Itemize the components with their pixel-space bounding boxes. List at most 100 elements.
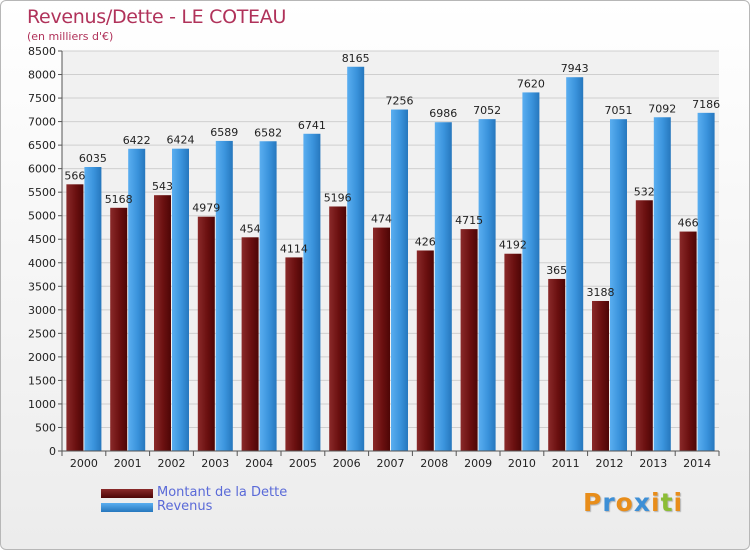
y-tick-label: 3500 [28, 280, 56, 293]
x-tick-label-2014: 2014 [683, 457, 711, 470]
logo-letter: x [633, 488, 651, 517]
bar-dette-2004 [241, 237, 259, 451]
legend-label-revenus: Revenus [157, 499, 213, 514]
data-label-dette-2012: 3188 [587, 286, 615, 299]
logo-letter: t [660, 488, 674, 517]
bar-dette-2014 [679, 231, 697, 451]
logo-letter: i [673, 488, 684, 517]
y-tick-label: 2500 [28, 327, 56, 340]
bar-revenus-2006 [347, 66, 365, 451]
data-label-dette-2001: 5168 [105, 193, 133, 206]
y-tick-label: 5000 [28, 210, 56, 223]
bar-dette-2010 [504, 253, 522, 451]
y-tick-label: 4000 [28, 257, 56, 270]
data-label-dette-2011: 365 [546, 264, 567, 277]
legend-label-dette: Montant de la Dette [157, 485, 288, 500]
bar-dette-2006 [329, 206, 347, 451]
data-label-revenus-2006: 8165 [342, 52, 370, 65]
bar-dette-2007 [373, 227, 390, 451]
y-tick-label: 8000 [28, 69, 56, 82]
data-label-dette-2006: 5196 [324, 191, 352, 204]
data-label-revenus-2009: 7052 [473, 104, 501, 117]
data-label-dette-2005: 4114 [280, 242, 308, 255]
y-tick-label: 5500 [28, 186, 56, 199]
y-tick-label: 8500 [28, 45, 56, 58]
data-label-dette-2000: 566 [64, 169, 85, 182]
data-label-revenus-2000: 6035 [79, 152, 107, 165]
bar-revenus-2007 [391, 109, 408, 452]
x-tick-label-2003: 2003 [201, 457, 229, 470]
data-label-revenus-2005: 6741 [298, 119, 326, 132]
logo-letter: i [651, 488, 661, 517]
data-label-revenus-2001: 6422 [123, 134, 151, 147]
logo-letter: r [602, 488, 616, 517]
logo-letter: P [583, 488, 603, 517]
bar-revenus-2002 [172, 148, 189, 451]
bar-revenus-2012 [610, 119, 627, 451]
chart-title: Revenus/Dette - LE COTEAU [27, 6, 287, 28]
bar-dette-2009 [460, 229, 478, 451]
x-tick-label-2008: 2008 [420, 457, 448, 470]
data-label-revenus-2012: 7051 [605, 104, 633, 117]
data-label-dette-2002: 543 [152, 180, 173, 193]
x-tick-label-2002: 2002 [158, 457, 186, 470]
data-label-revenus-2007: 7256 [386, 95, 414, 108]
bar-dette-2012 [592, 300, 609, 451]
bar-dette-2003 [197, 216, 215, 451]
logo-letter: o [615, 488, 634, 517]
y-tick-label: 6000 [28, 163, 56, 176]
x-tick-label-2000: 2000 [70, 457, 98, 470]
data-label-dette-2009: 4715 [455, 214, 483, 227]
data-label-dette-2014: 466 [678, 217, 699, 230]
x-tick-label-2005: 2005 [289, 457, 317, 470]
data-label-revenus-2003: 6589 [210, 126, 238, 139]
data-label-revenus-2010: 7620 [517, 77, 545, 90]
x-tick-label-2007: 2007 [377, 457, 405, 470]
y-tick-label: 3000 [28, 304, 56, 317]
x-tick-label-2009: 2009 [464, 457, 492, 470]
bar-revenus-2011 [566, 77, 584, 451]
y-tick-label: 1000 [28, 398, 56, 411]
bar-revenus-2000 [84, 167, 102, 451]
y-tick-label: 4500 [28, 233, 56, 246]
bar-dette-2013 [635, 200, 653, 451]
y-tick-label: 500 [35, 421, 56, 434]
data-label-revenus-2004: 6582 [254, 126, 282, 139]
bar-dette-2001 [110, 207, 128, 451]
legend-swatch-revenus [101, 503, 153, 512]
bar-revenus-2010 [522, 92, 540, 451]
chart-subtitle: (en milliers d'€) [27, 30, 114, 43]
data-label-revenus-2011: 7943 [561, 62, 589, 75]
y-tick-label: 1500 [28, 374, 56, 387]
bar-dette-2000 [66, 184, 84, 452]
y-tick-label: 7500 [28, 92, 56, 105]
x-tick-label-2013: 2013 [639, 457, 667, 470]
bar-dette-2005 [285, 257, 303, 451]
y-tick-label: 6500 [28, 139, 56, 152]
bar-revenus-2001 [128, 148, 146, 451]
data-label-dette-2013: 532 [634, 185, 655, 198]
x-tick-label-2006: 2006 [333, 457, 361, 470]
x-tick-label-2012: 2012 [596, 457, 624, 470]
x-tick-label-2010: 2010 [508, 457, 536, 470]
plot-area [62, 51, 719, 451]
bar-revenus-2005 [303, 133, 321, 451]
bar-revenus-2013 [653, 117, 671, 452]
data-label-revenus-2013: 7092 [648, 102, 676, 115]
data-label-dette-2008: 426 [415, 235, 436, 248]
legend-swatch-dette [101, 489, 153, 498]
data-label-dette-2003: 4979 [192, 202, 220, 215]
bar-dette-2008 [416, 250, 434, 451]
data-label-dette-2004: 454 [240, 222, 261, 235]
bar-revenus-2009 [478, 119, 496, 451]
bar-revenus-2004 [259, 141, 277, 451]
bar-revenus-2003 [215, 140, 233, 451]
x-tick-label-2001: 2001 [114, 457, 142, 470]
data-label-dette-2007: 474 [371, 213, 392, 226]
bar-dette-2011 [548, 278, 566, 451]
x-tick-label-2004: 2004 [245, 457, 273, 470]
y-tick-label: 7000 [28, 116, 56, 129]
bar-revenus-2014 [697, 112, 715, 451]
